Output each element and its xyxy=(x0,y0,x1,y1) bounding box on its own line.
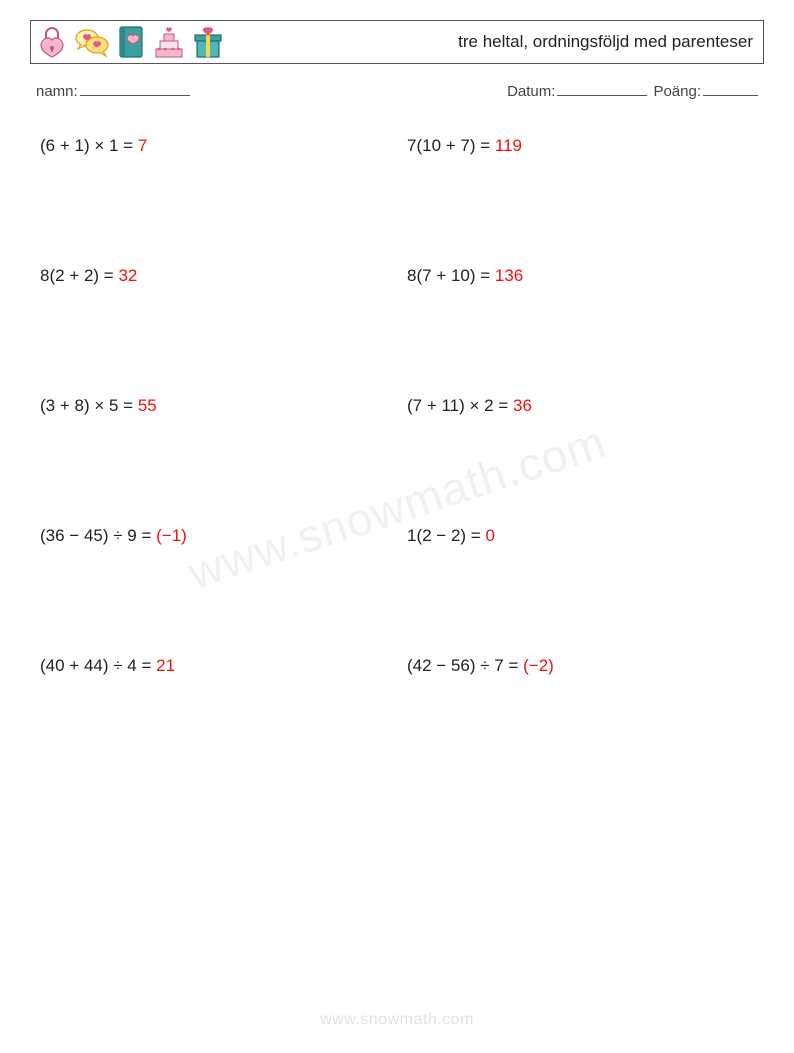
score-blank xyxy=(703,82,758,96)
gift-heart-icon xyxy=(193,25,223,59)
problem-expression: 8(2 + 2) = xyxy=(40,266,118,285)
problem-cell: (6 + 1) × 1 = 7 xyxy=(40,136,387,156)
problem-expression: 8(7 + 10) = xyxy=(407,266,495,285)
heart-lock-icon xyxy=(37,26,67,58)
footer-url: www.snowmath.com xyxy=(0,1011,794,1029)
problem-cell: (40 + 44) ÷ 4 = 21 xyxy=(40,656,387,676)
problem-answer: 0 xyxy=(485,526,494,545)
score-label: Poäng: xyxy=(653,83,701,100)
header-icons xyxy=(37,25,223,59)
date-blank xyxy=(557,82,647,96)
problem-answer: 136 xyxy=(495,266,523,285)
problem-expression: (7 + 11) × 2 = xyxy=(407,396,513,415)
wedding-cake-icon xyxy=(153,25,185,59)
problem-expression: 1(2 − 2) = xyxy=(407,526,485,545)
problem-expression: (6 + 1) × 1 = xyxy=(40,136,138,155)
problem-answer: 21 xyxy=(156,656,175,675)
problem-expression: (42 − 56) ÷ 7 = xyxy=(407,656,523,675)
problem-expression: (40 + 44) ÷ 4 = xyxy=(40,656,156,675)
date-label: Datum: xyxy=(507,83,555,100)
problem-cell: 8(2 + 2) = 32 xyxy=(40,266,387,286)
problem-answer: 36 xyxy=(513,396,532,415)
worksheet-page: tre heltal, ordningsföljd med parenteser… xyxy=(0,0,794,676)
name-label: namn: xyxy=(36,83,78,100)
problem-answer: 55 xyxy=(138,396,157,415)
chat-hearts-icon xyxy=(75,26,109,58)
problem-cell: 1(2 − 2) = 0 xyxy=(407,526,754,546)
problem-cell: 8(7 + 10) = 136 xyxy=(407,266,754,286)
problems-grid: (6 + 1) × 1 = 7 7(10 + 7) = 119 8(2 + 2)… xyxy=(30,130,764,676)
header-box: tre heltal, ordningsföljd med parenteser xyxy=(30,20,764,64)
meta-row: namn: Datum: Poäng: xyxy=(36,82,758,100)
worksheet-title: tre heltal, ordningsföljd med parenteser xyxy=(458,32,753,52)
problem-answer: 119 xyxy=(495,136,522,155)
problem-expression: (36 − 45) ÷ 9 = xyxy=(40,526,156,545)
problem-cell: (3 + 8) × 5 = 55 xyxy=(40,396,387,416)
score-field: Poäng: xyxy=(653,82,758,100)
problem-cell: 7(10 + 7) = 119 xyxy=(407,136,754,156)
problem-expression: (3 + 8) × 5 = xyxy=(40,396,138,415)
problem-cell: (7 + 11) × 2 = 36 xyxy=(407,396,754,416)
date-field: Datum: xyxy=(507,82,647,100)
name-field: namn: xyxy=(36,82,190,100)
problem-answer: (−1) xyxy=(156,526,187,545)
name-blank xyxy=(80,82,190,96)
problem-cell: (36 − 45) ÷ 9 = (−1) xyxy=(40,526,387,546)
problem-expression: 7(10 + 7) = xyxy=(407,136,495,155)
heart-book-icon xyxy=(117,25,145,59)
problem-answer: 7 xyxy=(138,136,147,155)
problem-answer: 32 xyxy=(118,266,137,285)
problem-answer: (−2) xyxy=(523,656,554,675)
problem-cell: (42 − 56) ÷ 7 = (−2) xyxy=(407,656,754,676)
